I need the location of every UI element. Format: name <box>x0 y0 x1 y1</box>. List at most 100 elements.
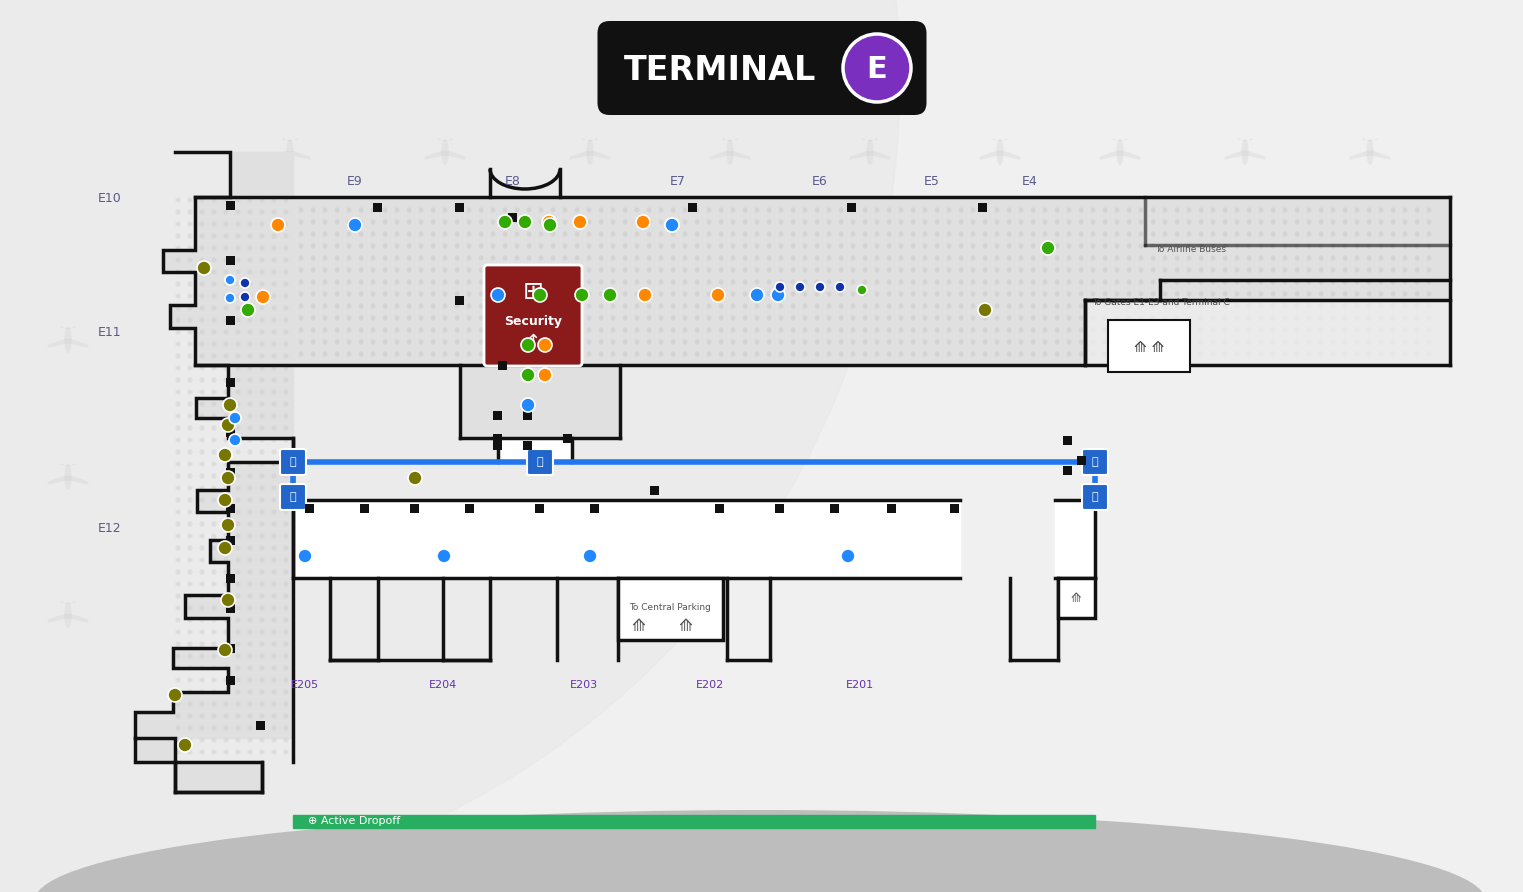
Circle shape <box>658 279 664 285</box>
Circle shape <box>200 665 204 671</box>
Circle shape <box>982 340 987 344</box>
Circle shape <box>407 316 411 320</box>
Circle shape <box>271 593 277 599</box>
Circle shape <box>431 219 436 225</box>
Circle shape <box>719 303 723 309</box>
Circle shape <box>1307 232 1311 236</box>
Circle shape <box>731 232 736 236</box>
Circle shape <box>271 558 277 563</box>
Circle shape <box>248 450 253 455</box>
Circle shape <box>1223 268 1228 272</box>
Circle shape <box>719 351 723 357</box>
Circle shape <box>899 255 903 260</box>
Circle shape <box>1174 268 1179 272</box>
Circle shape <box>175 630 181 634</box>
Circle shape <box>1007 208 1011 212</box>
FancyBboxPatch shape <box>1081 449 1109 475</box>
Circle shape <box>431 327 436 333</box>
Circle shape <box>970 232 976 236</box>
Circle shape <box>778 279 783 285</box>
Circle shape <box>283 725 288 731</box>
Circle shape <box>666 218 679 232</box>
Circle shape <box>196 261 212 275</box>
Circle shape <box>995 268 999 272</box>
Text: E11: E11 <box>97 326 122 338</box>
Circle shape <box>1150 208 1156 212</box>
Circle shape <box>228 434 241 446</box>
Circle shape <box>1366 255 1372 260</box>
Circle shape <box>1115 279 1119 285</box>
Circle shape <box>815 279 819 285</box>
Circle shape <box>574 219 579 225</box>
Circle shape <box>527 316 532 320</box>
Circle shape <box>274 244 280 249</box>
Circle shape <box>1307 279 1311 285</box>
Circle shape <box>382 303 387 309</box>
Circle shape <box>382 232 387 236</box>
Circle shape <box>646 255 652 260</box>
Circle shape <box>550 208 556 212</box>
Circle shape <box>227 316 231 320</box>
Circle shape <box>1174 292 1179 296</box>
Circle shape <box>970 292 976 296</box>
Circle shape <box>323 303 327 309</box>
Circle shape <box>946 268 952 272</box>
Circle shape <box>1427 244 1432 249</box>
Circle shape <box>574 244 579 249</box>
Circle shape <box>646 303 652 309</box>
Circle shape <box>227 208 231 212</box>
Circle shape <box>236 437 241 442</box>
Circle shape <box>527 327 532 333</box>
Circle shape <box>599 208 603 212</box>
Bar <box>847 202 856 211</box>
Circle shape <box>1127 327 1132 333</box>
Bar <box>411 503 419 513</box>
Circle shape <box>995 279 999 285</box>
Circle shape <box>283 654 288 658</box>
Circle shape <box>839 303 844 309</box>
Bar <box>455 202 465 211</box>
Circle shape <box>1127 232 1132 236</box>
Circle shape <box>1427 268 1432 272</box>
FancyBboxPatch shape <box>1058 578 1095 618</box>
Circle shape <box>466 219 472 225</box>
Circle shape <box>1127 292 1132 296</box>
Circle shape <box>203 351 207 357</box>
Circle shape <box>521 398 535 412</box>
Circle shape <box>1139 316 1144 320</box>
Circle shape <box>236 678 241 682</box>
Circle shape <box>1127 279 1132 285</box>
Circle shape <box>850 351 856 357</box>
Circle shape <box>790 268 795 272</box>
Circle shape <box>283 414 288 418</box>
Circle shape <box>347 219 352 225</box>
Circle shape <box>335 219 340 225</box>
Circle shape <box>419 340 423 344</box>
Circle shape <box>311 232 315 236</box>
Circle shape <box>743 327 748 333</box>
Circle shape <box>382 255 387 260</box>
Circle shape <box>271 569 277 574</box>
Circle shape <box>283 558 288 563</box>
Circle shape <box>239 351 244 357</box>
Circle shape <box>982 327 987 333</box>
Circle shape <box>431 255 436 260</box>
Circle shape <box>259 437 265 442</box>
Circle shape <box>911 316 915 320</box>
Circle shape <box>958 292 964 296</box>
Circle shape <box>850 303 856 309</box>
Circle shape <box>599 303 603 309</box>
Circle shape <box>1390 255 1395 260</box>
Circle shape <box>382 268 387 272</box>
Circle shape <box>200 749 204 755</box>
Text: E9: E9 <box>347 175 362 188</box>
Circle shape <box>827 279 832 285</box>
Circle shape <box>766 303 772 309</box>
Circle shape <box>1103 255 1107 260</box>
Circle shape <box>1078 327 1083 333</box>
Circle shape <box>283 461 288 467</box>
Circle shape <box>286 268 291 272</box>
Circle shape <box>248 714 253 718</box>
Circle shape <box>212 353 216 359</box>
Circle shape <box>743 244 748 249</box>
